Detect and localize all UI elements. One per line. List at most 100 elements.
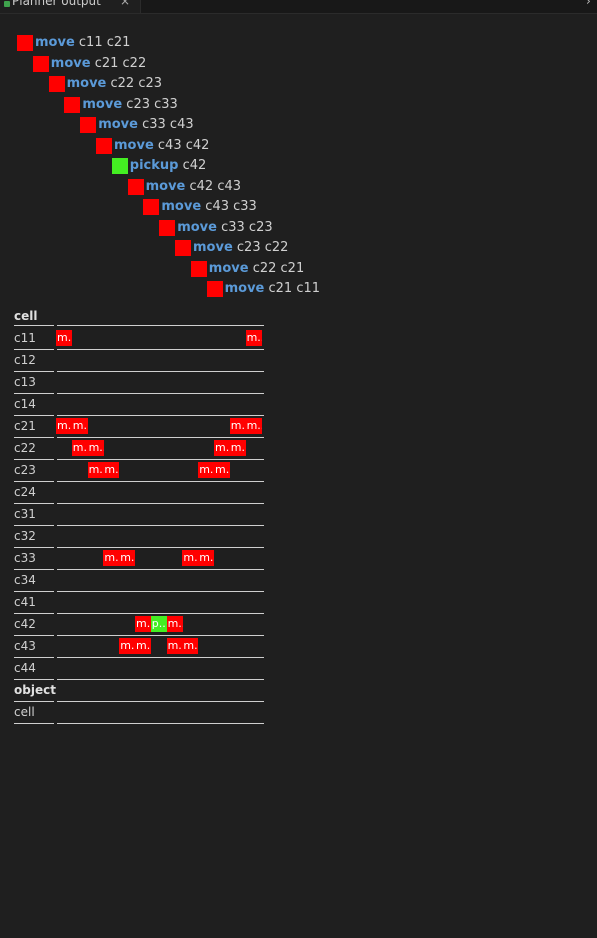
cell-row-c11-label-rule (14, 349, 54, 350)
plan-step-text: move c22 c21 (209, 261, 304, 277)
cell-row-label-c33: c33 (14, 551, 36, 565)
cell-row-c21-track-rule (57, 437, 264, 438)
pickup-marker (111, 158, 128, 174)
cell-row-c24-track-rule (57, 503, 264, 504)
action-keyword: move (193, 240, 233, 255)
action-args: c21 c11 (264, 281, 321, 296)
move-event-marker[interactable]: m.. (245, 418, 262, 434)
cell-row-c42-track-rule (57, 635, 264, 636)
plan-step-text: move c11 c21 (35, 35, 130, 51)
plan-step-text: move c23 c33 (82, 97, 177, 113)
move-event-marker[interactable]: m.. (198, 462, 215, 478)
cell-row-label-c44: c44 (14, 661, 36, 675)
object-cell-row-track-rule (57, 723, 264, 724)
tab-bar: Planner output × › (0, 0, 597, 14)
cell-row-c32-track-rule (57, 547, 264, 548)
plan-step-text: move c43 c33 (161, 199, 256, 215)
action-keyword: move (224, 281, 265, 296)
move-event-marker[interactable]: m.. (71, 418, 88, 434)
move-event-marker[interactable]: m.. (103, 550, 120, 566)
move-event-marker[interactable]: m.. (245, 330, 262, 346)
move-event-marker[interactable]: m.. (182, 638, 199, 654)
move-marker (127, 178, 144, 195)
cell-row-label-c41: c41 (14, 595, 36, 609)
move-event-marker[interactable]: m.. (56, 418, 72, 434)
move-event-marker[interactable]: m.. (166, 638, 183, 654)
cell-row-c43-track-rule (57, 657, 264, 658)
cell-row-c34-track-rule (57, 591, 264, 592)
move-marker (206, 281, 223, 297)
action-args: c42 (178, 158, 207, 173)
move-event-marker[interactable]: m.. (198, 550, 215, 566)
cell-row-c41-track-rule (57, 613, 264, 614)
tab-planner-output[interactable]: Planner output × (0, 0, 141, 13)
cell-row-label-c24: c24 (14, 485, 36, 499)
cell-header: cell (14, 309, 38, 323)
object-cell-row-label-rule (14, 723, 54, 724)
move-event-marker[interactable]: m.. (103, 462, 120, 478)
cell-row-label-c12: c12 (14, 353, 36, 367)
plan-step-text: move c43 c42 (114, 138, 209, 154)
cell-row-label-c23: c23 (14, 463, 36, 477)
cell-row-label-c22: c22 (14, 441, 36, 455)
action-args: c23 c22 (232, 240, 289, 255)
cell-row-c22-track-rule (57, 459, 264, 460)
action-keyword: move (161, 199, 202, 214)
cell-row-label-c13: c13 (14, 375, 36, 389)
move-event-marker[interactable]: m.. (214, 440, 230, 456)
move-marker (143, 199, 160, 215)
cell-row-c14-label-rule (14, 415, 54, 416)
action-args: c43 c33 (201, 199, 257, 214)
cell-row-c33-label-rule (14, 569, 54, 570)
action-keyword: move (66, 76, 107, 91)
cell-row-c12-label-rule (14, 371, 54, 372)
action-keyword: pickup (129, 158, 179, 173)
cell-row-label-c14: c14 (14, 397, 36, 411)
cell-row-c31-track-rule (57, 525, 264, 526)
move-event-marker[interactable]: m.. (166, 616, 183, 632)
cell-row-c42-label-rule (14, 635, 54, 636)
action-args: c43 c42 (153, 137, 210, 153)
move-event-marker[interactable]: m.. (229, 440, 246, 456)
action-args: c42 c43 (185, 178, 242, 194)
move-event-marker[interactable]: m.. (87, 462, 104, 478)
cell-row-c31-label-rule (14, 525, 54, 526)
cell-row-c22-label-rule (14, 459, 54, 460)
move-event-marker[interactable]: m.. (119, 638, 136, 654)
move-event-marker[interactable]: m.. (214, 462, 230, 478)
pickup-event-marker[interactable]: p.. (150, 616, 167, 632)
move-marker (175, 240, 191, 256)
move-event-marker[interactable]: m.. (135, 638, 151, 654)
cell-row-label-c32: c32 (14, 529, 36, 543)
cell-row-label-c42: c42 (14, 617, 36, 631)
cell-row-c12-track-rule (57, 371, 264, 372)
cell-row-c34-label-rule (14, 591, 54, 592)
cell-row-c43-label-rule (14, 657, 54, 658)
move-marker (96, 137, 112, 154)
move-event-marker[interactable]: m.. (182, 550, 199, 566)
cell-row-c41-label-rule (14, 613, 54, 614)
move-marker (80, 117, 97, 133)
cell-row-c33-track-rule (57, 569, 264, 570)
move-event-marker[interactable]: m.. (119, 550, 136, 566)
move-marker (17, 35, 33, 51)
move-event-marker[interactable]: m.. (87, 440, 104, 456)
move-marker (32, 55, 49, 72)
cell-row-c23-label-rule (14, 481, 54, 482)
move-marker (48, 76, 65, 92)
action-keyword: move (177, 219, 217, 235)
move-event-marker[interactable]: m.. (229, 418, 246, 434)
move-event-marker[interactable]: m.. (56, 330, 72, 346)
cell-row-c13-label-rule (14, 393, 54, 394)
close-icon[interactable]: × (120, 0, 131, 8)
cell-row-c24-label-rule (14, 503, 54, 504)
plan-step-text: pickup c42 (130, 158, 207, 174)
move-event-marker[interactable]: m.. (71, 440, 88, 456)
plan-step-text: move c21 c11 (225, 281, 320, 297)
chevron-right-icon[interactable]: › (586, 0, 591, 8)
object-header-track-rule (57, 701, 264, 702)
move-marker (159, 219, 176, 236)
move-event-marker[interactable]: m.. (135, 616, 151, 632)
action-keyword: move (35, 35, 75, 50)
plan-step-text: move c33 c43 (98, 117, 193, 133)
